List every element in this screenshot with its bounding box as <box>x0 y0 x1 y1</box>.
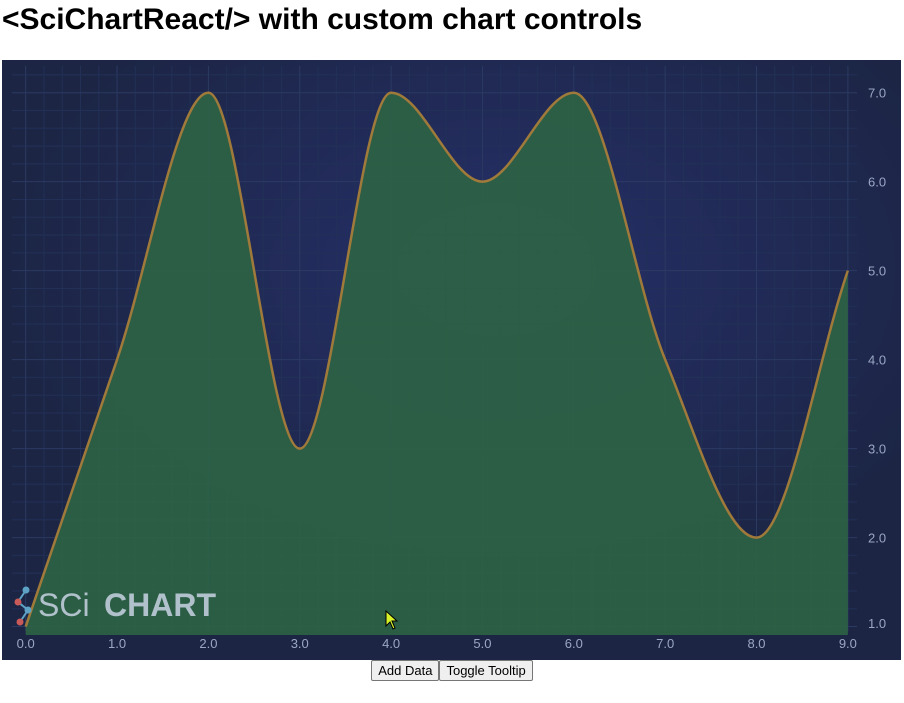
y-tick-label: 1.0 <box>868 616 886 631</box>
mouse-cursor-icon <box>385 610 399 630</box>
watermark-text-thin: SCi <box>38 587 90 623</box>
series-line <box>24 91 850 627</box>
area-chart[interactable]: 0.0 1.0 2.0 3.0 4.0 5.0 6.0 7.0 8.0 9.0 1.0 2.0 3.0… <box>2 60 901 660</box>
y-tick-label: 4.0 <box>868 353 886 368</box>
y-tick-label: 5.0 <box>868 264 886 279</box>
y-tick-label: 2.0 <box>868 531 886 546</box>
x-tick-label: 4.0 <box>382 636 400 651</box>
x-tick-label: 3.0 <box>291 636 309 651</box>
toggle-tooltip-button[interactable]: Toggle Tooltip <box>439 660 533 681</box>
x-tick-label: 5.0 <box>473 636 491 651</box>
x-tick-label: 1.0 <box>108 636 126 651</box>
y-axis-ticks: 1.0 2.0 3.0 4.0 5.0 6.0 7.0 <box>868 86 886 631</box>
x-tick-label: 6.0 <box>565 636 583 651</box>
x-tick-label: 8.0 <box>747 636 765 651</box>
y-tick-label: 3.0 <box>868 442 886 457</box>
page-title: <SciChartReact/> with custom chart contr… <box>2 3 643 36</box>
add-data-button[interactable]: Add Data <box>371 660 440 681</box>
x-tick-label: 9.0 <box>839 636 857 651</box>
series-area-fill <box>25 92 848 635</box>
x-axis-ticks: 0.0 1.0 2.0 3.0 4.0 5.0 6.0 7.0 8.0 9.0 <box>17 636 857 651</box>
y-tick-label: 7.0 <box>868 86 886 101</box>
scichart-watermark: SCi CHART <box>14 586 216 626</box>
scichart-logo-icon <box>14 586 32 626</box>
chart-controls: Add Data Toggle Tooltip <box>0 660 904 682</box>
y-tick-label: 6.0 <box>868 175 886 190</box>
watermark-text-bold: CHART <box>104 587 216 623</box>
chart-surface[interactable]: 0.0 1.0 2.0 3.0 4.0 5.0 6.0 7.0 8.0 9.0 1.0 2.0 3.0… <box>2 60 901 660</box>
x-tick-label: 7.0 <box>656 636 674 651</box>
x-tick-label: 2.0 <box>199 636 217 651</box>
x-tick-label: 0.0 <box>17 636 35 651</box>
